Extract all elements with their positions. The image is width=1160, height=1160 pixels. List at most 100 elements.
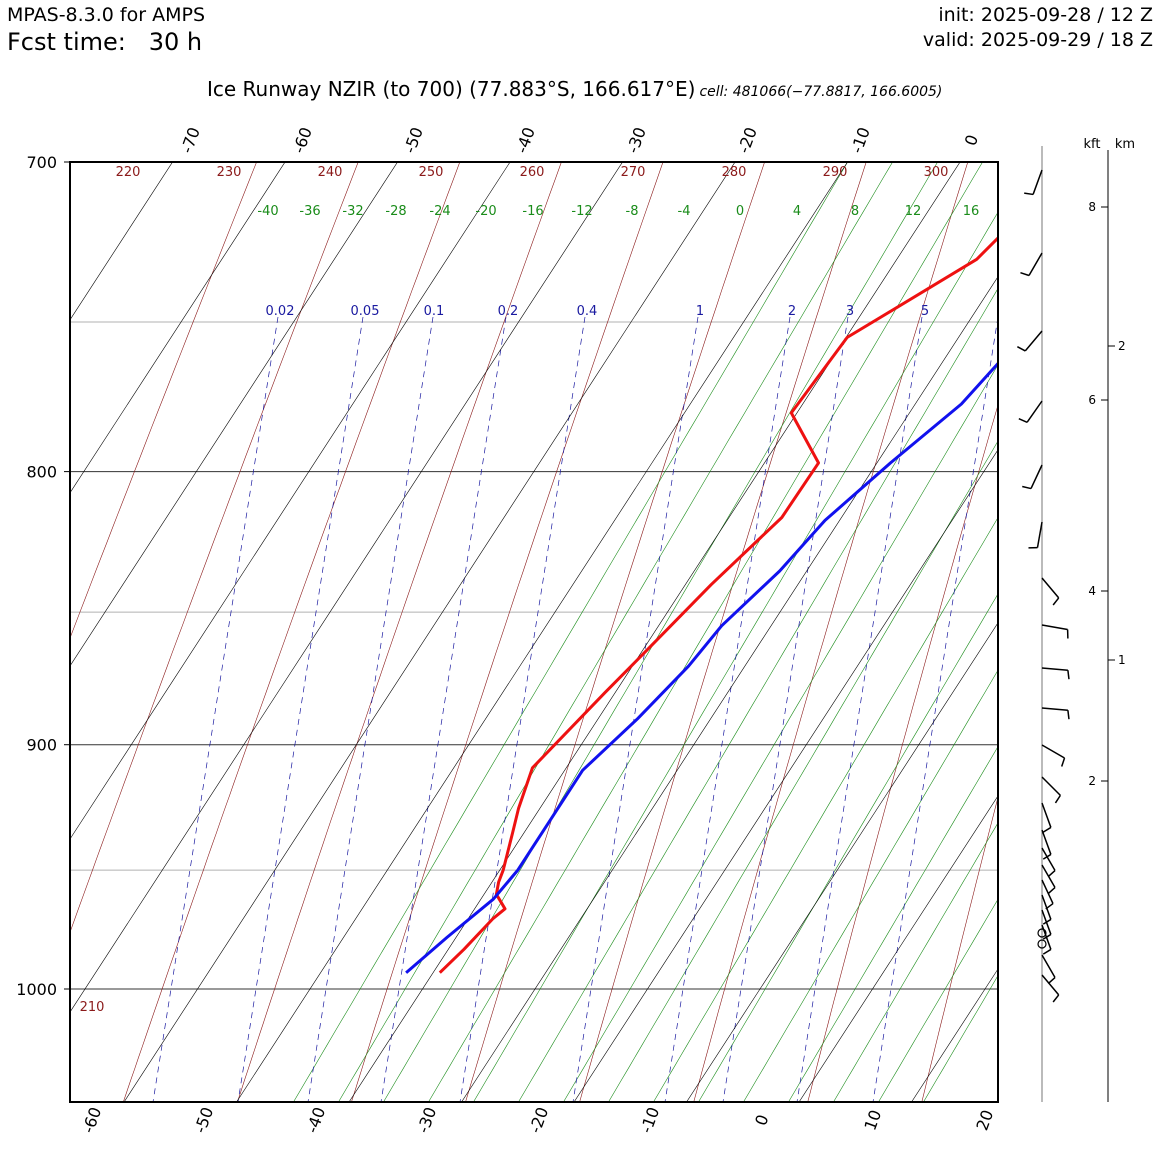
wind-barb-flag: [1067, 670, 1070, 680]
calm-wind-circle: [1037, 928, 1047, 938]
pressure-tick-label: 900: [26, 736, 57, 755]
moist-adiabat-label: -36: [299, 204, 320, 219]
temperature-tick-top: -70: [177, 125, 204, 156]
wind-barb-flag: [1017, 345, 1026, 352]
wind-barb: [1017, 330, 1043, 352]
wind-barb-flag: [1042, 826, 1052, 833]
wind-barb: [1041, 974, 1060, 1003]
temperature-tick-top: -10: [847, 125, 874, 156]
wind-barb-flag: [1018, 418, 1028, 423]
mixing-ratio-label: 1: [696, 304, 704, 319]
moist-adiabat: [563, 364, 998, 1102]
moist-adiabat: [653, 516, 998, 1102]
wind-barb-flag: [1024, 192, 1034, 196]
wind-barb-staff: [1041, 974, 1060, 996]
wind-barb: [1024, 169, 1043, 196]
wind-barb-staff: [1032, 169, 1043, 195]
wind-barb-staff: [1026, 400, 1043, 423]
wind-barb-flag: [1047, 976, 1056, 985]
moist-adiabat: [878, 898, 998, 1102]
wind-barb: [1041, 802, 1052, 833]
wind-barb: [1041, 894, 1052, 925]
wind-barb: [1041, 864, 1056, 895]
isotherm-line: [348, 162, 961, 1102]
dry-adiabat: [237, 162, 562, 1102]
mixing-ratio-label: 5: [921, 304, 929, 319]
moist-adiabat-label: -28: [385, 204, 406, 219]
wind-barb: [1041, 577, 1060, 606]
isotherm-line: [123, 162, 736, 1102]
dry-adiabat: [807, 403, 998, 1102]
wind-barb-flag: [1022, 485, 1032, 490]
temperature-tick-top: -50: [400, 125, 427, 156]
dewpoint-profile: [405, 361, 998, 974]
wind-barb: [1028, 521, 1043, 549]
km-label: km: [1115, 137, 1135, 152]
dry-adiabat: [693, 162, 969, 1102]
mixing-ratio-label: 0.4: [577, 304, 598, 319]
plot-frame: [69, 161, 999, 1103]
temperature-profile: [438, 235, 998, 974]
moist-adiabat: [293, 162, 848, 1102]
mixing-ratio-label: 0.05: [351, 304, 380, 319]
wind-barb: [1041, 847, 1056, 878]
pressure-tick-label: 1000: [16, 980, 57, 999]
temperature-tick-top: -30: [623, 125, 650, 156]
kft-tick-label: 4: [1088, 584, 1096, 598]
dry-adiabat-label: 240: [318, 165, 343, 180]
wind-barb: [1022, 464, 1043, 490]
wind-barb-flag: [1047, 886, 1056, 895]
dry-adiabat-label: 270: [621, 165, 646, 180]
dry-adiabat-label: 210: [80, 1000, 105, 1015]
wind-barb-flag: [1054, 794, 1062, 804]
moist-adiabat-label: 0: [736, 204, 744, 219]
isotherm-line: [686, 622, 998, 1102]
wind-barb-flag: [1020, 271, 1030, 277]
isotherm-line: [798, 795, 998, 1102]
moist-adiabat-label: -40: [257, 204, 278, 219]
wind-barb: [1041, 776, 1062, 804]
temperature-tick-bottom: 20: [972, 1107, 997, 1133]
kft-label: kft: [1084, 137, 1101, 152]
dry-adiabat-label: 250: [419, 165, 444, 180]
temperature-tick-bottom: -10: [636, 1105, 663, 1136]
moist-adiabat-label: 8: [851, 204, 859, 219]
temperature-tick-bottom: -50: [190, 1105, 217, 1136]
temperature-tick-top: -20: [734, 125, 761, 156]
wind-barb-staff: [1041, 776, 1061, 796]
valid-time: valid: 2025-09-29 / 18 Z: [922, 29, 1153, 51]
init-time: init: 2025-09-28 / 12 Z: [938, 4, 1153, 26]
kft-tick-label: 2: [1088, 774, 1096, 788]
mixing-ratio-line: [872, 316, 998, 1102]
moist-adiabat-label: -4: [678, 204, 691, 219]
dry-adiabat: [465, 162, 765, 1102]
wind-barb-staff: [1036, 521, 1043, 548]
wind-barb-staff: [1041, 744, 1065, 759]
wind-barb: [1041, 954, 1056, 985]
mixing-ratio-line: [380, 316, 507, 1102]
pressure-tick-label: 700: [26, 153, 57, 172]
forecast-time: Fcst time: 30 h: [7, 28, 202, 56]
mixing-ratio-line: [722, 316, 849, 1102]
wind-barb-flag: [1060, 757, 1066, 767]
wind-barb: [1041, 624, 1069, 639]
kft-tick-label: 6: [1088, 393, 1096, 407]
mixing-ratio-line: [307, 316, 434, 1102]
moist-adiabat-label: 4: [793, 204, 801, 219]
wind-barb: [1041, 744, 1066, 767]
forecast-time-value: 30 h: [148, 28, 203, 56]
mixing-ratio-line: [152, 316, 279, 1102]
mixing-ratio-label: 3: [846, 304, 854, 319]
mixing-ratio-line: [796, 316, 923, 1102]
forecast-time-label: Fcst time:: [7, 28, 126, 56]
moist-adiabat: [788, 745, 998, 1102]
moist-adiabat: [473, 211, 998, 1102]
dry-adiabat: [921, 796, 998, 1102]
model-title: MPAS-8.3.0 for AMPS: [7, 4, 206, 26]
dry-adiabat: [123, 162, 461, 1102]
mixing-ratio-label: 0.2: [498, 304, 519, 319]
mixing-ratio-label: 0.02: [266, 304, 295, 319]
moist-adiabat-label: 12: [905, 204, 922, 219]
wind-barb-staff: [1041, 577, 1060, 599]
